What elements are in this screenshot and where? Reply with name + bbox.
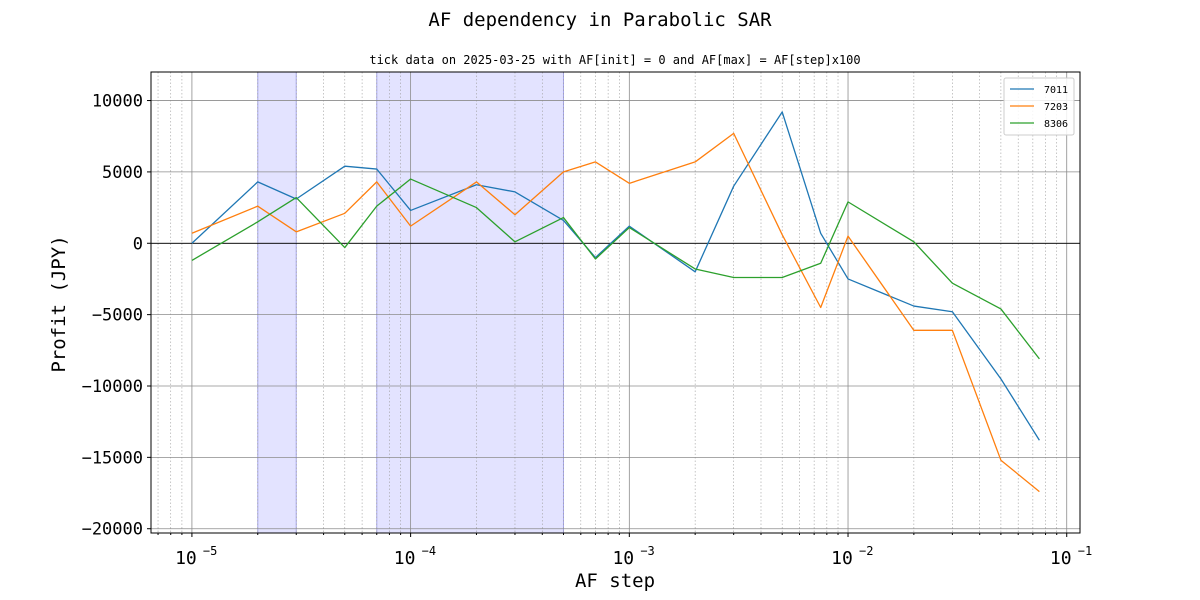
y-tick-label: −20000 xyxy=(82,520,143,540)
y-tick-label: 0 xyxy=(133,234,143,254)
x-tick-exponent: −1 xyxy=(1078,544,1092,558)
x-tick-label: 10 xyxy=(831,548,853,569)
shaded-regions xyxy=(257,71,564,534)
series-line-8306 xyxy=(191,178,1040,360)
y-tick-label: −10000 xyxy=(82,377,143,397)
plot-frame xyxy=(150,71,1081,534)
x-tick-label: 10 xyxy=(612,548,634,569)
y-tick-label: 5000 xyxy=(102,163,143,183)
x-tick-label: 10 xyxy=(1050,548,1072,569)
x-tick-label: 10 xyxy=(175,548,197,569)
x-tick-exponent: −3 xyxy=(640,544,654,558)
series-line-7203 xyxy=(191,132,1040,493)
x-axis-label: AF step xyxy=(575,570,655,592)
legend-label-7011: 7011 xyxy=(1044,85,1068,96)
legend-label-8306: 8306 xyxy=(1044,119,1068,130)
y-tick-label: −5000 xyxy=(92,306,143,326)
legend: 7011 7203 8306 xyxy=(1003,77,1075,136)
series-line-7011 xyxy=(191,111,1040,441)
legend-box xyxy=(1003,77,1075,136)
shaded-region-2 xyxy=(376,71,564,534)
series-lines xyxy=(191,111,1040,493)
x-tick-exponent: −5 xyxy=(203,544,217,558)
legend-label-7203: 7203 xyxy=(1044,102,1068,113)
y-tick-label: −15000 xyxy=(82,448,143,468)
chart-subtitle: tick data on 2025-03-25 with AF[init] = … xyxy=(369,53,860,67)
shaded-region-1 xyxy=(257,71,297,534)
y-tick-label: 10000 xyxy=(92,92,143,112)
x-tick-exponent: −4 xyxy=(422,544,436,558)
x-tick-label: 10 xyxy=(394,548,416,569)
chart-title: AF dependency in Parabolic SAR xyxy=(428,9,772,31)
y-axis-label: Profit (JPY) xyxy=(48,235,70,372)
x-tick-exponent: −2 xyxy=(859,544,873,558)
